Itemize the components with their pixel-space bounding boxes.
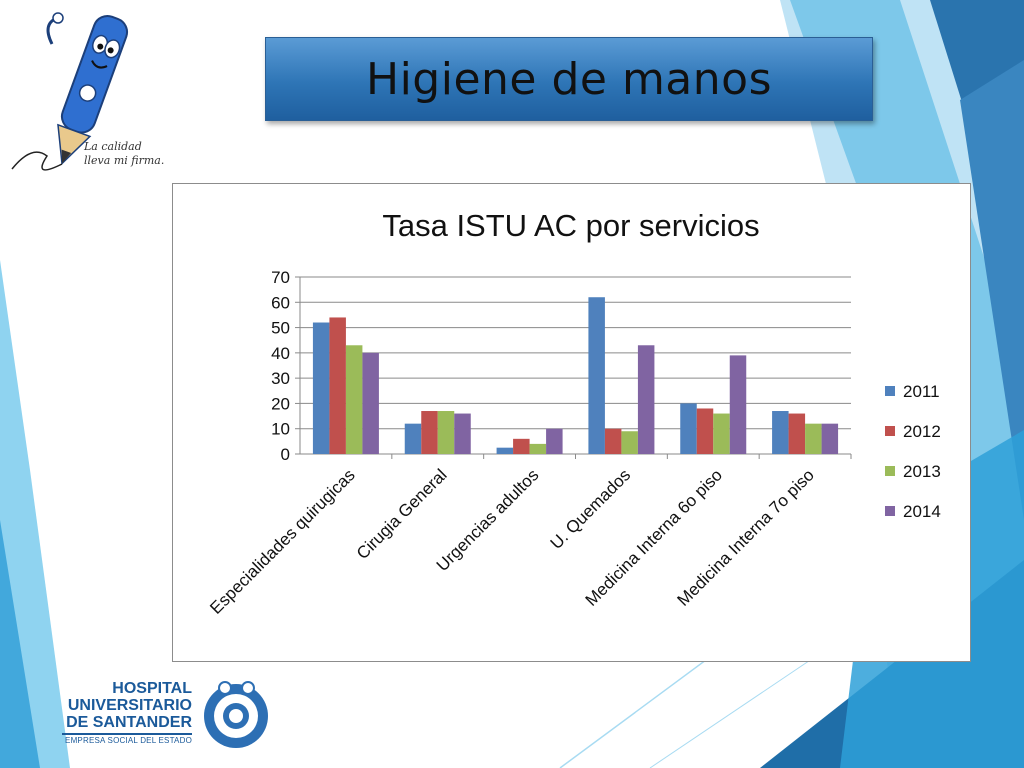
x-tick-label: Especialidades quirugicas (206, 465, 358, 617)
y-tick-label: 50 (271, 319, 290, 338)
bar-2011 (312, 322, 330, 454)
bar-2014 (454, 413, 471, 454)
y-tick-label: 70 (271, 268, 290, 287)
hospital-name-line3: DE SANTANDER (66, 714, 192, 731)
legend-label-2011: 2011 (903, 382, 940, 401)
bar-2011 (680, 403, 697, 454)
bar-2012 (421, 411, 438, 454)
bar-2012 (604, 428, 622, 454)
bar-2012 (788, 413, 806, 454)
y-tick-label: 60 (271, 293, 290, 312)
bar-2012 (513, 438, 530, 454)
legend-label-2013: 2013 (903, 462, 941, 481)
bar-chart: Tasa ISTU AC por servicios 0 10 20 30 40 50 60… (206, 208, 941, 618)
y-tick-label: 0 (281, 445, 290, 464)
hospital-name-line1: HOSPITAL (112, 680, 192, 697)
bar-2013 (805, 423, 822, 454)
bar-2014 (362, 352, 379, 454)
bar-2013 (345, 345, 363, 454)
bar-2013 (621, 431, 638, 454)
legend-label-2014: 2014 (903, 502, 941, 521)
hospital-emblem-icon (204, 681, 268, 748)
hospital-name-line4: EMPRESA SOCIAL DEL ESTADO (65, 736, 192, 745)
legend-label-2012: 2012 (903, 422, 941, 441)
x-tick-label: U. Quemados (547, 465, 635, 553)
bar-2012 (329, 317, 346, 454)
bar-2013 (529, 443, 547, 454)
bar-2014 (821, 423, 839, 454)
hospital-name-line2: UNIVERSITARIO (67, 697, 192, 714)
y-tick-label: 20 (271, 394, 290, 413)
y-tick-label: 40 (271, 344, 290, 363)
pencil-mascot-logo: La calidad lleva mi firma. (11, 12, 164, 171)
slogan-line1: La calidad (83, 140, 142, 153)
legend-swatch-2011 (885, 386, 895, 396)
legend-swatch-2014 (885, 506, 895, 516)
x-tick-label: Cirugia General (353, 465, 451, 563)
bar-2014 (546, 428, 563, 454)
legend-swatch-2013 (885, 466, 895, 476)
legend-swatch-2012 (885, 426, 895, 436)
chart-container: Tasa ISTU AC por servicios 0 10 20 30 40 50 60… (172, 183, 971, 662)
bar-2011 (496, 447, 514, 454)
bar-2011 (588, 297, 605, 454)
slogan-line2: lleva mi firma. (84, 154, 164, 167)
bar-2014 (637, 345, 655, 454)
bar-2011 (772, 411, 789, 454)
title-banner: Higiene de manos (265, 37, 873, 121)
bar-2012 (696, 408, 714, 454)
bar-2011 (404, 423, 422, 454)
bar-2013 (713, 413, 730, 454)
chart-title: Tasa ISTU AC por servicios (382, 208, 759, 243)
slide-title: Higiene de manos (365, 53, 773, 105)
y-tick-label: 10 (271, 420, 290, 439)
y-tick-label: 30 (271, 369, 290, 388)
bar-2014 (729, 355, 747, 454)
x-tick-label: Urgencias adultos (433, 465, 543, 575)
bar-2013 (437, 411, 455, 454)
hospital-logo: HOSPITAL UNIVERSITARIO DE SANTANDER EMPR… (60, 676, 280, 760)
